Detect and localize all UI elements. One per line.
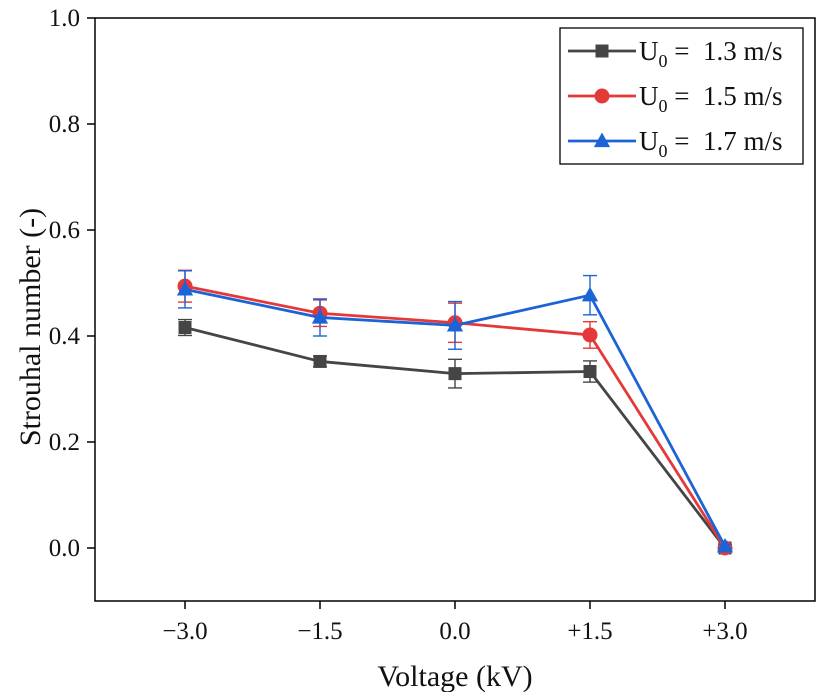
legend-entry-0: U0 = 1.3 m/s: [568, 36, 783, 71]
legend-label: U0 = 1.7 m/s: [639, 126, 783, 161]
y-axis-title: Strouhal number (-): [14, 208, 47, 446]
data-point: [311, 308, 329, 324]
data-point: [583, 365, 597, 379]
series-2: [176, 270, 734, 553]
y-tick-label: 0.2: [49, 429, 80, 456]
x-tick-label: 0.0: [439, 618, 470, 645]
data-point: [582, 327, 598, 343]
legend-entry-2: U0 = 1.7 m/s: [568, 126, 783, 161]
legend-label-rest: = 1.5 m/s: [668, 81, 783, 111]
data-point: [446, 316, 464, 332]
legend-label-main: U: [639, 36, 659, 66]
axes: −3.0 −1.5 0.0 +1.5 +3.0 0.0 0.2 0.4 0.6 0.8 1.0: [49, 5, 816, 645]
data-point: [448, 367, 462, 381]
x-axis-title: Voltage (kV): [377, 660, 532, 692]
x-tick-label: +1.5: [567, 618, 612, 645]
series-0: [178, 318, 732, 555]
legend-label-sub: 0: [659, 141, 668, 161]
y-tick-label: 0.4: [49, 323, 81, 350]
x-tick-label: −1.5: [297, 618, 342, 645]
legend-marker: [595, 44, 609, 58]
legend-label-sub: 0: [659, 96, 668, 116]
legend-label-main: U: [639, 81, 659, 111]
legend-marker: [593, 132, 611, 148]
legend-label: U0 = 1.5 m/s: [639, 81, 783, 116]
legend-label: U0 = 1.3 m/s: [639, 36, 783, 71]
y-tick-label: 1.0: [49, 5, 80, 32]
data-point: [313, 354, 327, 368]
x-tick-label: −3.0: [162, 618, 207, 645]
legend-label-rest: = 1.3 m/s: [668, 36, 783, 66]
series-layer: [176, 269, 734, 556]
data-point: [178, 321, 192, 335]
legend-label-rest: = 1.7 m/s: [668, 126, 783, 156]
legend: U0 = 1.3 m/sU0 = 1.5 m/sU0 = 1.7 m/s: [559, 27, 804, 165]
y-tick-label: 0.6: [49, 217, 80, 244]
legend-label-sub: 0: [659, 51, 668, 71]
x-tick-label: +3.0: [702, 618, 747, 645]
y-tick-label: 0.8: [49, 111, 80, 138]
data-point: [176, 280, 194, 296]
data-point: [581, 286, 599, 302]
legend-entry-1: U0 = 1.5 m/s: [568, 81, 783, 116]
y-tick-label: 0.0: [49, 535, 80, 562]
data-point: [716, 537, 734, 553]
legend-label-main: U: [639, 126, 659, 156]
legend-marker: [594, 88, 610, 104]
